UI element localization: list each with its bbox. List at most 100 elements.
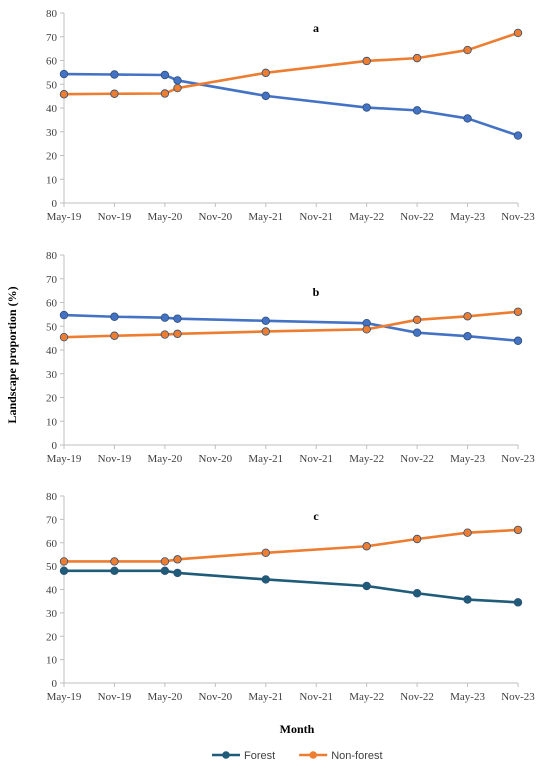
y-tick-label: 50 [46, 79, 58, 91]
y-tick-label: 40 [46, 103, 58, 115]
data-point-non-forest [110, 89, 119, 98]
series-line-forest [63, 72, 519, 137]
data-point-forest [59, 310, 69, 320]
x-tick-label: Nov-19 [98, 211, 132, 223]
data-point-non-forest [173, 329, 182, 339]
data-point-non-forest [463, 528, 472, 537]
data-point-forest [412, 589, 422, 598]
data-point-non-forest [173, 555, 182, 564]
x-tick-label: May-19 [47, 211, 82, 223]
x-tick-label: Nov-22 [400, 211, 434, 223]
data-point-non-forest [261, 548, 270, 558]
data-point-forest [463, 595, 472, 604]
chart-panel-a: 0 10 20 30 40 50 60 70 80 May-19 Nov-19 May-20 Nov-2… [46, 8, 535, 223]
y-tick-label: 0 [52, 198, 58, 210]
series-line-non-forest [63, 31, 519, 96]
data-point-non-forest [513, 307, 523, 316]
legend-item-non-forest: Non-forest [299, 750, 383, 762]
x-tick-label: Nov-23 [501, 211, 535, 223]
y-tick-label: 30 [46, 608, 58, 620]
data-point-non-forest [261, 327, 270, 336]
y-tick-label: 40 [46, 345, 58, 357]
data-point-non-forest [59, 332, 69, 342]
x-tick-label: May-20 [147, 691, 182, 703]
y-tick-label: 40 [46, 585, 58, 597]
legend-item-forest: Forest [212, 750, 275, 762]
y-tick-label: 50 [46, 561, 58, 573]
x-tick-label: May-22 [349, 691, 384, 703]
x-tick-label: Nov-21 [299, 691, 333, 703]
y-axis-title: Landscape proportion (%) [5, 286, 19, 423]
data-point-forest [160, 313, 170, 322]
data-point-forest [362, 103, 371, 112]
legend-label: Forest [244, 750, 275, 762]
x-tick-label: Nov-21 [299, 211, 333, 223]
x-tick-label: Nov-21 [299, 453, 333, 465]
series-line-non-forest [63, 310, 519, 339]
y-tick-label: 60 [46, 538, 58, 550]
data-point-non-forest [412, 315, 422, 325]
data-point-forest [110, 312, 119, 321]
x-tick-label: May-21 [248, 453, 283, 465]
y-tick-label: 70 [46, 32, 58, 44]
chart-panel-c: 0 10 20 30 40 50 60 70 80 May-19 Nov-19 May-20 Nov-2… [46, 491, 535, 703]
data-point-forest [261, 575, 270, 584]
y-tick-label: 80 [46, 8, 58, 20]
series-line-forest [63, 313, 519, 343]
y-tick-label: 10 [46, 416, 58, 428]
data-point-forest [463, 332, 472, 341]
y-tick-label: 80 [46, 491, 58, 503]
data-point-forest [173, 568, 182, 578]
x-tick-label: May-23 [450, 211, 485, 223]
data-point-forest [463, 114, 472, 123]
panel-label: a [313, 21, 319, 35]
legend: Forest Non-forest [212, 750, 383, 762]
x-tick-label: Nov-20 [199, 691, 233, 703]
x-tick-label: May-23 [450, 453, 485, 465]
data-point-forest [513, 598, 523, 607]
data-point-non-forest [412, 534, 422, 544]
chart-panel-b: 0 10 20 30 40 50 60 70 80 May-19 Nov-19 May-20 Nov-2… [46, 250, 535, 465]
y-tick-label: 30 [46, 369, 58, 381]
data-point-non-forest [173, 83, 182, 93]
data-point-forest [110, 70, 119, 79]
data-point-non-forest [110, 557, 119, 566]
data-point-forest [513, 336, 523, 345]
data-point-non-forest [110, 331, 119, 340]
data-point-non-forest [513, 28, 523, 38]
data-point-forest [261, 316, 270, 325]
data-point-forest [59, 69, 69, 79]
data-point-non-forest [362, 56, 371, 66]
data-point-forest [362, 581, 371, 591]
data-point-non-forest [362, 325, 371, 334]
x-tick-label: Nov-20 [199, 211, 233, 223]
x-tick-label: Nov-19 [98, 691, 132, 703]
data-point-non-forest [362, 542, 371, 551]
data-point-forest [160, 70, 170, 80]
y-tick-label: 60 [46, 56, 58, 68]
x-tick-label: May-23 [450, 691, 485, 703]
data-point-forest [160, 566, 170, 575]
data-point-forest [412, 106, 422, 115]
x-tick-label: Nov-22 [400, 453, 434, 465]
panel-label: c [313, 509, 319, 523]
data-point-forest [261, 91, 270, 101]
legend-swatch-marker [309, 751, 317, 759]
x-tick-label: May-19 [47, 691, 82, 703]
x-tick-label: May-20 [147, 211, 182, 223]
y-tick-label: 20 [46, 631, 58, 643]
y-tick-label: 70 [46, 274, 58, 286]
panel-label: b [313, 285, 320, 299]
data-point-non-forest [261, 68, 270, 78]
data-point-forest [59, 566, 69, 575]
data-point-non-forest [160, 330, 170, 339]
x-tick-label: May-22 [349, 211, 384, 223]
x-tick-label: May-22 [349, 453, 384, 465]
data-point-non-forest [59, 90, 69, 99]
data-point-forest [173, 314, 182, 323]
y-tick-label: 20 [46, 393, 58, 405]
y-tick-label: 10 [46, 174, 58, 186]
x-tick-label: Nov-23 [501, 453, 535, 465]
data-point-non-forest [463, 312, 472, 321]
series-line-forest [64, 569, 519, 604]
